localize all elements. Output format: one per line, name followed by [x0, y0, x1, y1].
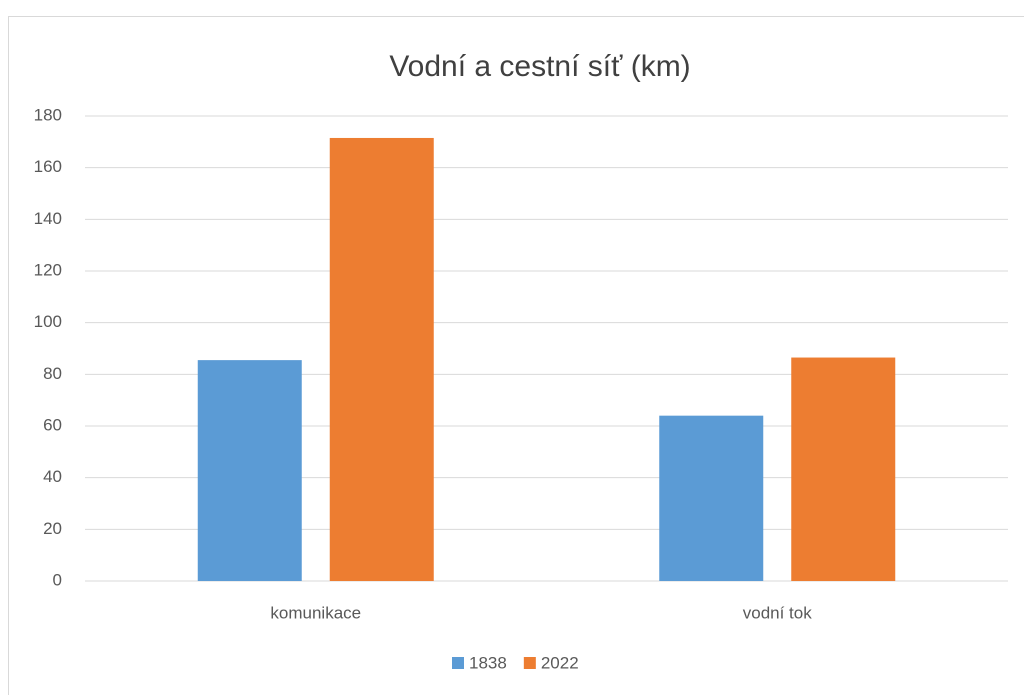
legend-swatch	[452, 657, 464, 669]
y-tick-label: 60	[43, 415, 62, 434]
y-tick-label: 0	[53, 570, 62, 589]
bar	[659, 415, 764, 581]
y-tick-label: 120	[34, 260, 62, 279]
bar	[791, 357, 896, 581]
y-tick-label: 180	[34, 105, 62, 124]
legend-label: 1838	[469, 653, 507, 672]
y-tick-label: 20	[43, 519, 62, 538]
y-tick-label: 40	[43, 467, 62, 486]
y-tick-label: 80	[43, 364, 62, 383]
legend-swatch	[523, 657, 536, 669]
x-tick-label: vodní tok	[743, 603, 812, 622]
y-tick-label: 140	[34, 209, 62, 228]
bar	[329, 137, 434, 582]
legend-label: 2022	[541, 653, 579, 672]
bar	[197, 360, 302, 581]
chart-border	[8, 16, 1024, 695]
chart-title: Vodní a cestní síť (km)	[389, 50, 690, 83]
y-tick-label: 100	[34, 312, 62, 331]
y-tick-label: 160	[34, 157, 62, 176]
x-tick-label: komunikace	[270, 603, 361, 622]
